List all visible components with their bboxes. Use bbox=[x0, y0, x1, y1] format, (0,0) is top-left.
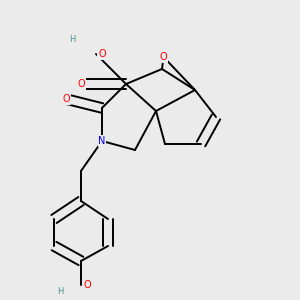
Text: O: O bbox=[83, 280, 91, 290]
Text: N: N bbox=[98, 136, 106, 146]
Text: O: O bbox=[160, 52, 167, 62]
Text: O: O bbox=[77, 79, 85, 89]
Text: O: O bbox=[62, 94, 70, 104]
Text: O: O bbox=[98, 49, 106, 59]
Text: H: H bbox=[57, 286, 63, 296]
Text: H: H bbox=[69, 34, 75, 43]
